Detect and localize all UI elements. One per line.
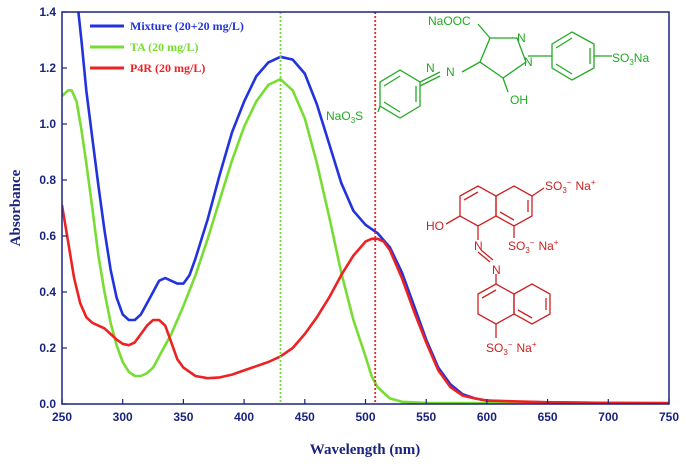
x-tick-label: 600 bbox=[477, 410, 497, 424]
x-tick-label: 500 bbox=[355, 410, 375, 424]
ta-n-azo1-label: N bbox=[446, 65, 455, 79]
tartrazine-labels: NaOOC N N N N SO3Na NaO3S OH bbox=[326, 14, 649, 125]
ta-n-ring-label: N bbox=[524, 55, 533, 69]
p4r-so3-mid-label: SO3− Na+ bbox=[508, 238, 559, 255]
ta-so3na-right-label: SO3Na bbox=[612, 51, 649, 67]
x-tick-label: 750 bbox=[659, 410, 679, 424]
legend-label-ta: TA (20 mg/L) bbox=[130, 40, 198, 54]
y-tick-label: 0.2 bbox=[39, 341, 56, 355]
p4r-n1-label: N bbox=[474, 239, 483, 253]
x-tick-label: 650 bbox=[538, 410, 558, 424]
legend-label-mixture: Mixture (20+20 mg/L) bbox=[130, 19, 244, 33]
x-tick-label: 400 bbox=[234, 410, 254, 424]
p4r-ho-label: HO bbox=[426, 219, 444, 233]
ponceau-4r-labels: HO N N SO3− Na+ SO3− Na+ SO3− Na+ bbox=[426, 178, 596, 357]
y-axis-title: Absorbance bbox=[8, 169, 24, 246]
ta-n-azo2-label: N bbox=[426, 61, 435, 75]
legend: Mixture (20+20 mg/L) TA (20 mg/L) P4R (2… bbox=[90, 19, 244, 75]
y-tick-label: 1.4 bbox=[39, 5, 56, 19]
ta-n-top-label: N bbox=[517, 31, 526, 45]
naphthalene-ring-right-top bbox=[495, 185, 533, 227]
ta-oh-label: OH bbox=[510, 93, 528, 107]
x-tick-label: 450 bbox=[295, 410, 315, 424]
y-axis-ticks: 0.0 0.2 0.4 0.6 0.8 1.0 1.2 1.4 bbox=[39, 5, 67, 411]
x-tick-label: 250 bbox=[52, 410, 72, 424]
pyrazole-ring bbox=[479, 37, 527, 79]
series-line-p4r bbox=[62, 204, 669, 404]
series-line-ta bbox=[62, 77, 669, 404]
p4r-n2-label: N bbox=[492, 263, 501, 277]
y-tick-label: 0.4 bbox=[39, 285, 56, 299]
p4r-so3-bot-label: SO3− Na+ bbox=[486, 340, 537, 357]
reference-lines bbox=[279, 12, 377, 404]
x-axis-title: Wavelength (nm) bbox=[310, 442, 420, 458]
y-tick-label: 1.0 bbox=[39, 117, 56, 131]
ta-naooc-label: NaOOC bbox=[428, 14, 471, 28]
tartrazine-structure bbox=[377, 23, 612, 119]
ta-naso3-left-label: NaO3S bbox=[326, 109, 363, 125]
plot-lines bbox=[62, 12, 669, 404]
x-tick-label: 300 bbox=[113, 410, 133, 424]
x-axis-ticks: 250 300 350 400 450 500 550 600 650 700 750 bbox=[52, 399, 679, 424]
y-tick-label: 0.0 bbox=[39, 397, 56, 411]
y-tick-label: 0.8 bbox=[39, 173, 56, 187]
y-tick-label: 0.6 bbox=[39, 229, 56, 243]
x-tick-label: 550 bbox=[416, 410, 436, 424]
x-tick-label: 350 bbox=[173, 410, 193, 424]
right-benzene-ring bbox=[551, 31, 595, 81]
ponceau-4r-structure bbox=[445, 185, 551, 338]
x-tick-label: 700 bbox=[598, 410, 618, 424]
naphthalene-ring-right-bottom bbox=[513, 283, 551, 325]
p4r-so3-top-label: SO3− Na+ bbox=[545, 178, 596, 195]
y-tick-label: 1.2 bbox=[39, 61, 56, 75]
legend-label-p4r: P4R (20 mg/L) bbox=[130, 61, 205, 75]
